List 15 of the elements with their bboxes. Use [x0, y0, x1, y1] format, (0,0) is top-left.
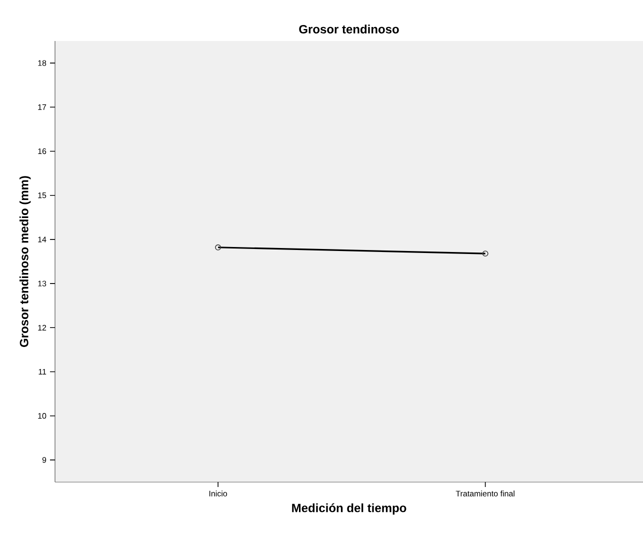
chart-title: Grosor tendinoso [299, 24, 399, 34]
y-tick-label: 17 [38, 104, 46, 110]
y-tick-label: 12 [38, 324, 46, 330]
y-tick-label: 9 [42, 457, 46, 463]
y-tick-label: 15 [38, 192, 46, 198]
y-tick-label: 18 [38, 60, 46, 66]
x-axis-title: Medición del tiempo [292, 503, 406, 515]
y-axis-title: Grosor tendinoso medio (mm) [20, 176, 31, 348]
y-tick-label: 16 [38, 148, 46, 154]
y-tick-label: 14 [38, 236, 46, 242]
y-tick-label: 10 [38, 413, 46, 419]
x-tick-label: Inicio [209, 490, 228, 496]
y-tick-label: 11 [38, 368, 46, 374]
x-tick-label: Tratamiento final [456, 490, 514, 496]
y-tick-label: 13 [38, 280, 46, 286]
